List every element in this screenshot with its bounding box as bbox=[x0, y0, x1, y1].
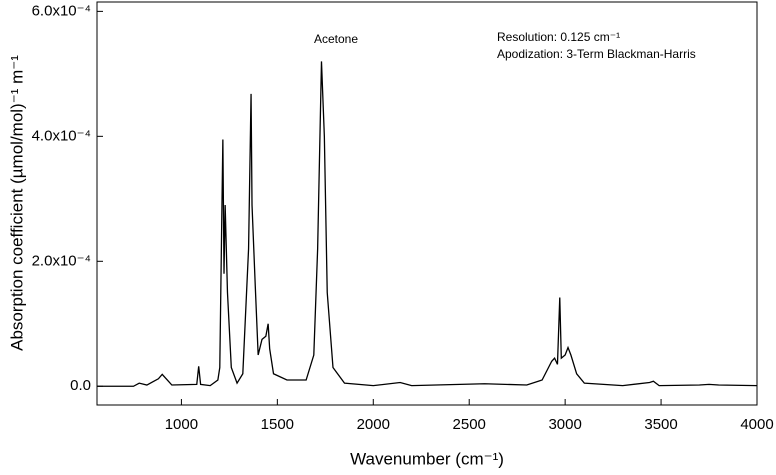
x-tick-label: 4000 bbox=[740, 416, 773, 433]
spectrum-line bbox=[97, 61, 758, 387]
annotation: Resolution: 0.125 cm⁻¹ bbox=[497, 30, 620, 44]
x-axis-label: Wavenumber (cm⁻¹) bbox=[350, 449, 504, 468]
y-tick-label: 6.0x10⁻⁴ bbox=[32, 2, 91, 19]
x-tick-label: 2000 bbox=[357, 416, 390, 433]
x-tick-label: 1500 bbox=[261, 416, 294, 433]
chart-title: Acetone bbox=[314, 32, 358, 46]
plot-frame bbox=[96, 1, 758, 406]
y-tick-label: 0.0 bbox=[70, 377, 91, 394]
y-axis-label: Absorption coefficient (µmol/mol)⁻¹ m⁻¹ bbox=[7, 55, 26, 351]
x-tick-label: 2500 bbox=[453, 416, 486, 433]
x-tick-label: 3000 bbox=[548, 416, 581, 433]
annotation: Apodization: 3-Term Blackman-Harris bbox=[497, 47, 696, 61]
x-tick-label: 1000 bbox=[165, 416, 198, 433]
y-tick-label: 2.0x10⁻⁴ bbox=[32, 252, 91, 269]
y-tick-label: 4.0x10⁻⁴ bbox=[32, 127, 91, 144]
x-tick-label: 3500 bbox=[644, 416, 677, 433]
